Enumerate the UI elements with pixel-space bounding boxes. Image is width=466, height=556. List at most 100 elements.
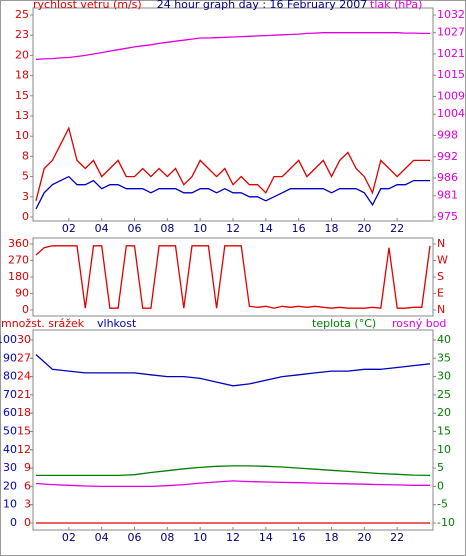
x-tick-label: 06 <box>128 222 142 235</box>
y-tick-label: 13 <box>15 109 29 122</box>
y-tick-label: 360 <box>8 237 29 250</box>
y3-tick-label: 12 <box>17 443 31 456</box>
y2-tick-label: 0 <box>437 479 444 492</box>
y-tick-label: 20 <box>15 48 29 61</box>
legend-label: vlhkost <box>97 317 137 330</box>
x-tick-label: 04 <box>95 222 109 235</box>
legend-label: množst. srážek <box>1 317 85 330</box>
y-tick-label: 20 <box>3 479 17 492</box>
y2-tick-label: -5 <box>437 498 448 511</box>
y3-tick-label: 6 <box>24 479 31 492</box>
x-tick-label: 12 <box>226 222 240 235</box>
x-tick-label: 22 <box>390 531 404 544</box>
y2-tick-label: 992 <box>437 150 458 163</box>
y-tick-label: 23 <box>15 28 29 41</box>
x-tick-label: 10 <box>193 222 207 235</box>
y-tick-label: 10 <box>3 498 17 511</box>
y-tick-label: 90 <box>3 351 17 364</box>
y3-tick-label: 24 <box>17 370 31 383</box>
y3-tick-label: 30 <box>17 333 31 346</box>
y2-tick-label: 1015 <box>437 68 465 81</box>
y-tick-label: 8 <box>22 149 29 162</box>
y-tick-label: 18 <box>15 69 29 82</box>
plot-frame <box>32 237 434 317</box>
series-line <box>35 480 430 488</box>
x-tick-label: 08 <box>160 531 174 544</box>
y-tick-label: 10 <box>15 129 29 142</box>
x-tick-label: 20 <box>357 222 371 235</box>
y-tick-label: 0 <box>22 303 29 316</box>
y2-tick-label: 986 <box>437 171 458 184</box>
y-tick-label: 0 <box>10 516 17 529</box>
y-tick-label: 15 <box>15 89 29 102</box>
y3-tick-label: 18 <box>17 406 31 419</box>
y2-tick-label: 1004 <box>437 107 465 120</box>
y3-tick-label: 0 <box>24 516 31 529</box>
y2-tick-label: W <box>437 254 448 267</box>
x-tick-label: 14 <box>259 531 273 544</box>
y-tick-label: 5 <box>22 170 29 183</box>
x-tick-label: 12 <box>226 531 240 544</box>
y3-tick-label: 9 <box>24 461 31 474</box>
y-tick-label: 25 <box>15 8 29 21</box>
x-tick-label: 22 <box>390 222 404 235</box>
y2-tick-label: 1027 <box>437 26 465 39</box>
series-line <box>35 32 430 60</box>
series-line <box>35 354 431 387</box>
x-tick-label: 20 <box>357 531 371 544</box>
y2-tick-label: E <box>437 287 444 300</box>
y2-tick-label: -10 <box>437 516 455 529</box>
y2-tick-label: N <box>437 303 445 316</box>
y2-tick-label: 35 <box>437 351 451 364</box>
y-tick-label: 40 <box>3 443 17 456</box>
y2-tick-label: 25 <box>437 388 451 401</box>
x-tick-label: 06 <box>128 531 142 544</box>
y2-tick-label: 981 <box>437 189 458 202</box>
x-tick-label: 02 <box>62 222 76 235</box>
y-tick-label: 270 <box>8 254 29 267</box>
y-tick-label: 100 <box>0 333 17 346</box>
y2-tick-label: 10 <box>437 443 451 456</box>
y2-tick-label: 1032 <box>437 8 465 21</box>
y-axis-label: rychlost vetru (m/s) <box>33 0 142 11</box>
y-tick-label: 60 <box>3 406 17 419</box>
series-line <box>35 175 430 210</box>
y2-tick-label: 40 <box>437 333 451 346</box>
y-tick-label: 80 <box>3 370 17 383</box>
y2-tick-label: 20 <box>437 406 451 419</box>
legend-label: rosný bod <box>392 317 446 330</box>
x-tick-label: 08 <box>160 222 174 235</box>
y3-tick-label: 15 <box>17 425 31 438</box>
y2-tick-label: S <box>437 270 444 283</box>
x-tick-label: 04 <box>95 531 109 544</box>
y3-tick-label: 21 <box>17 388 31 401</box>
y2-tick-label: 1009 <box>437 90 465 103</box>
y-tick-label: 0 <box>22 210 29 223</box>
x-tick-label: 14 <box>259 222 273 235</box>
y2-axis-label: tlak (hPa) <box>370 0 422 11</box>
y-tick-label: 30 <box>3 461 17 474</box>
y3-tick-label: 3 <box>24 498 31 511</box>
x-tick-label: 16 <box>292 222 306 235</box>
y2-tick-label: 15 <box>437 425 451 438</box>
y2-tick-label: 975 <box>437 210 458 223</box>
x-tick-label: 16 <box>292 531 306 544</box>
y-tick-label: 70 <box>3 388 17 401</box>
y2-tick-label: N <box>437 237 445 250</box>
y3-tick-label: 27 <box>17 351 31 364</box>
plot-frame <box>32 329 434 531</box>
y-tick-label: 50 <box>3 425 17 438</box>
y-tick-label: 3 <box>22 190 29 203</box>
chart-title: 24 hour graph day : 16 February 2007 <box>157 0 368 11</box>
x-tick-label: 18 <box>325 531 339 544</box>
y2-tick-label: 998 <box>437 128 458 141</box>
y2-tick-label: 1021 <box>437 47 465 60</box>
x-tick-label: 02 <box>62 531 76 544</box>
y-tick-label: 180 <box>8 270 29 283</box>
legend-label: teplota (°C) <box>312 317 376 330</box>
series-line <box>36 465 431 477</box>
x-tick-label: 18 <box>325 222 339 235</box>
x-tick-label: 10 <box>193 531 207 544</box>
y2-tick-label: 5 <box>437 461 444 474</box>
